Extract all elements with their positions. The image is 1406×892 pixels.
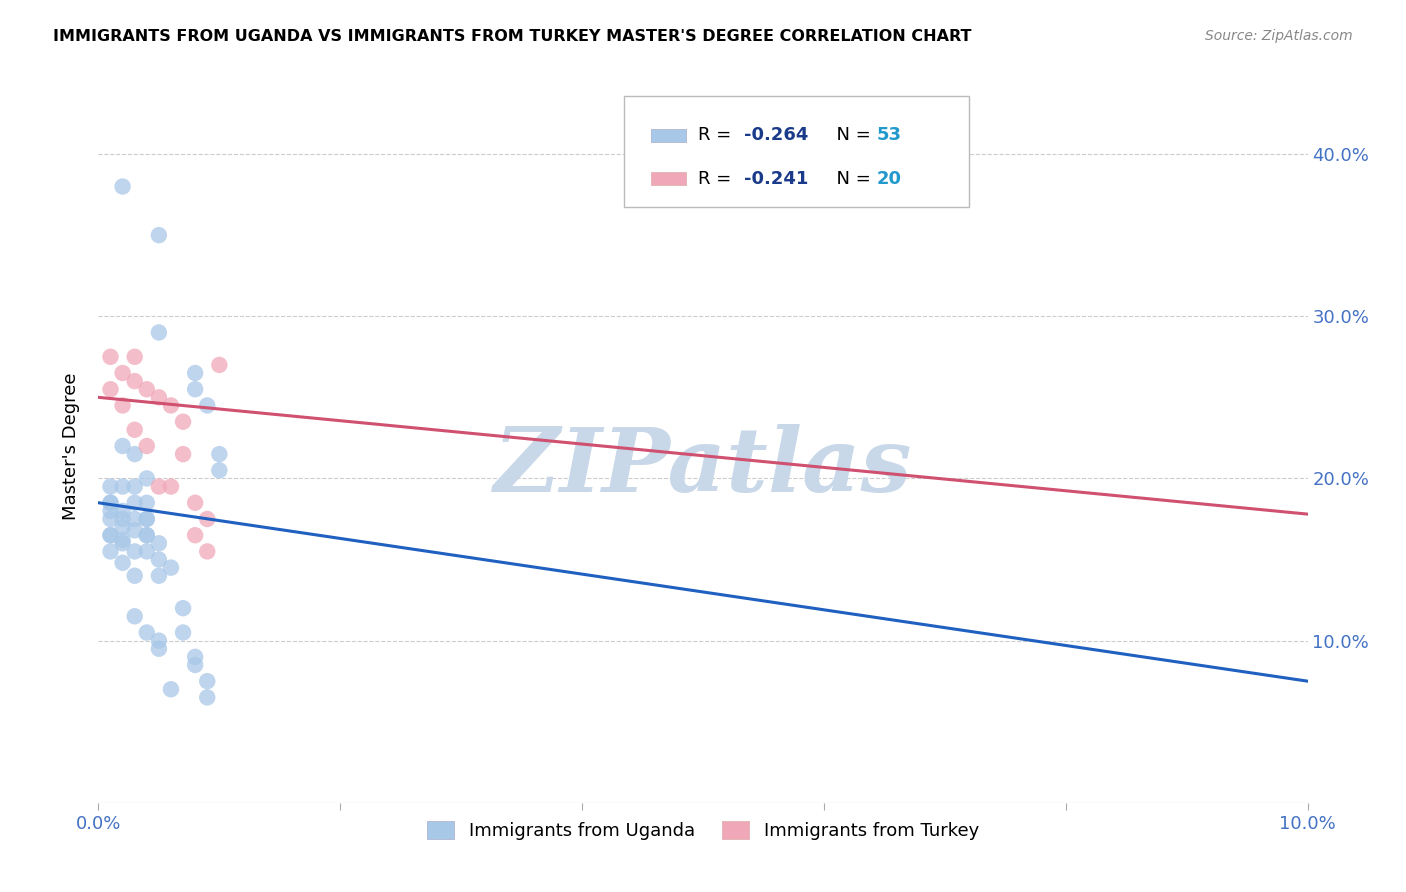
Point — [124, 568, 146, 582]
Point — [124, 479, 146, 493]
Point — [111, 556, 134, 570]
Point — [124, 609, 146, 624]
Point — [160, 560, 183, 574]
Point — [111, 520, 134, 534]
Point — [148, 390, 170, 404]
Point — [124, 544, 146, 558]
Point — [184, 649, 207, 664]
Point — [124, 447, 146, 461]
Point — [160, 399, 183, 413]
Point — [195, 399, 218, 413]
Point — [135, 382, 157, 396]
Point — [100, 496, 122, 510]
Point — [100, 528, 122, 542]
Point — [100, 528, 122, 542]
Text: N =: N = — [825, 127, 876, 145]
Point — [100, 350, 122, 364]
Legend: Immigrants from Uganda, Immigrants from Turkey: Immigrants from Uganda, Immigrants from … — [420, 814, 986, 847]
Point — [111, 536, 134, 550]
Point — [124, 512, 146, 526]
Point — [124, 496, 146, 510]
Point — [148, 326, 170, 340]
Point — [135, 512, 157, 526]
Point — [172, 601, 194, 615]
Point — [148, 552, 170, 566]
Point — [172, 415, 194, 429]
Point — [172, 625, 194, 640]
Point — [184, 657, 207, 672]
Text: N =: N = — [825, 169, 876, 187]
Point — [100, 382, 122, 396]
Point — [208, 358, 231, 372]
Text: ZIPatlas: ZIPatlas — [495, 425, 911, 510]
Point — [184, 496, 207, 510]
Point — [148, 641, 170, 656]
Point — [160, 479, 183, 493]
Point — [148, 479, 170, 493]
Point — [195, 512, 218, 526]
Point — [172, 447, 194, 461]
Text: R =: R = — [697, 169, 737, 187]
Text: R =: R = — [697, 127, 737, 145]
Point — [124, 374, 146, 388]
Point — [135, 496, 157, 510]
Y-axis label: Master's Degree: Master's Degree — [62, 372, 80, 520]
Point — [184, 366, 207, 380]
Text: -0.241: -0.241 — [744, 169, 808, 187]
Point — [184, 528, 207, 542]
Text: 53: 53 — [877, 127, 901, 145]
Point — [111, 399, 134, 413]
Point — [184, 382, 207, 396]
FancyBboxPatch shape — [624, 96, 969, 207]
Point — [195, 674, 218, 689]
Point — [160, 682, 183, 697]
Point — [100, 512, 122, 526]
Point — [148, 536, 170, 550]
Point — [135, 512, 157, 526]
Point — [148, 228, 170, 243]
Point — [111, 179, 134, 194]
Text: IMMIGRANTS FROM UGANDA VS IMMIGRANTS FROM TURKEY MASTER'S DEGREE CORRELATION CHA: IMMIGRANTS FROM UGANDA VS IMMIGRANTS FRO… — [53, 29, 972, 44]
Point — [135, 528, 157, 542]
Point — [208, 447, 231, 461]
Point — [208, 463, 231, 477]
Point — [148, 633, 170, 648]
Point — [195, 544, 218, 558]
Point — [195, 690, 218, 705]
Point — [111, 504, 134, 518]
Point — [111, 533, 134, 547]
Point — [100, 496, 122, 510]
Point — [135, 625, 157, 640]
Point — [124, 524, 146, 538]
Point — [124, 350, 146, 364]
FancyBboxPatch shape — [651, 172, 686, 185]
Text: 20: 20 — [877, 169, 901, 187]
Point — [111, 479, 134, 493]
Point — [111, 439, 134, 453]
Point — [135, 528, 157, 542]
Point — [100, 479, 122, 493]
Point — [135, 439, 157, 453]
Point — [100, 504, 122, 518]
Text: -0.264: -0.264 — [744, 127, 808, 145]
Point — [124, 423, 146, 437]
Point — [111, 366, 134, 380]
Point — [100, 544, 122, 558]
Point — [111, 512, 134, 526]
Text: Source: ZipAtlas.com: Source: ZipAtlas.com — [1205, 29, 1353, 43]
Point — [135, 544, 157, 558]
Point — [148, 568, 170, 582]
FancyBboxPatch shape — [651, 128, 686, 142]
Point — [135, 471, 157, 485]
